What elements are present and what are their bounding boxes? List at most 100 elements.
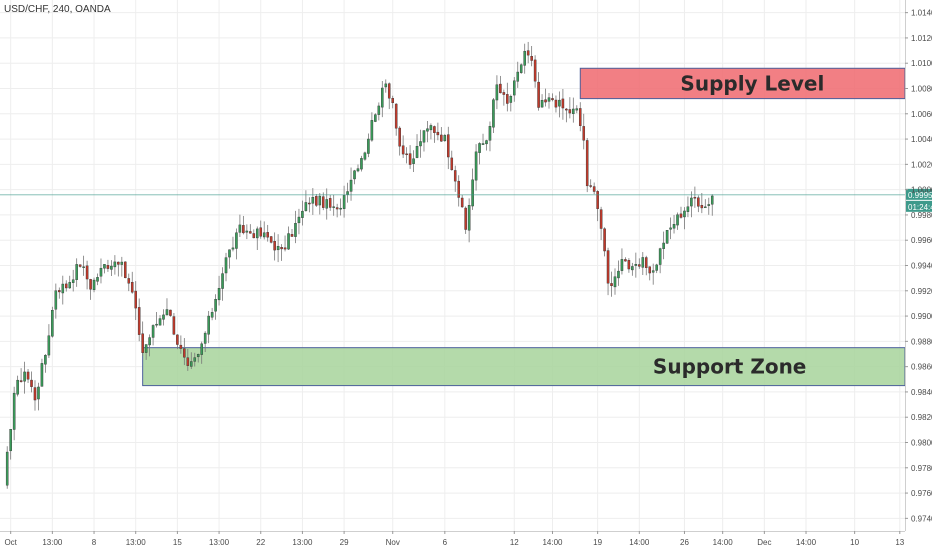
candle-body bbox=[196, 354, 200, 358]
y-tick-label: 0.99400 bbox=[911, 262, 932, 271]
candle-body bbox=[186, 357, 190, 366]
candle-body bbox=[54, 290, 58, 310]
candle-body bbox=[450, 157, 454, 171]
candle-body bbox=[200, 343, 203, 355]
candle-body bbox=[547, 97, 551, 102]
candle-body bbox=[124, 261, 127, 279]
candle-body bbox=[162, 314, 165, 320]
candle bbox=[467, 198, 471, 243]
candle bbox=[190, 352, 193, 370]
candle bbox=[603, 227, 606, 257]
candle-body bbox=[304, 202, 308, 211]
candle-body bbox=[585, 140, 589, 187]
candle-body bbox=[433, 126, 436, 133]
candle-body bbox=[183, 348, 186, 358]
candle-body bbox=[346, 191, 349, 195]
candle bbox=[704, 199, 707, 209]
candle bbox=[266, 224, 269, 242]
candle bbox=[144, 344, 148, 360]
y-tick-label: 0.98800 bbox=[911, 337, 932, 346]
candle-body bbox=[443, 135, 447, 142]
y-tick-label: 0.97800 bbox=[911, 464, 932, 473]
candle bbox=[554, 95, 558, 113]
candle-body bbox=[474, 151, 478, 181]
candle-body bbox=[467, 205, 471, 231]
candle bbox=[47, 324, 51, 358]
candle-body bbox=[255, 228, 259, 239]
candle-body bbox=[207, 315, 210, 335]
candle bbox=[217, 275, 221, 306]
candle-body bbox=[23, 371, 26, 382]
candle bbox=[426, 120, 429, 143]
candle-body bbox=[33, 387, 37, 401]
candle bbox=[311, 188, 315, 215]
candle bbox=[537, 72, 540, 111]
candle bbox=[415, 134, 419, 159]
x-tick-label: 15 bbox=[173, 538, 182, 547]
candle-body bbox=[290, 234, 294, 237]
x-tick-label: Nov bbox=[386, 538, 400, 547]
candle bbox=[235, 228, 238, 260]
candle-body bbox=[436, 131, 440, 136]
candle-body bbox=[641, 257, 645, 268]
candle bbox=[54, 283, 58, 319]
candle-body bbox=[297, 216, 301, 224]
candle bbox=[349, 167, 353, 201]
candle bbox=[280, 244, 283, 261]
candle bbox=[672, 214, 676, 234]
candle-body bbox=[572, 108, 575, 114]
candle-body bbox=[252, 233, 256, 239]
candle bbox=[155, 311, 158, 328]
candle bbox=[641, 252, 645, 276]
candle bbox=[148, 334, 151, 357]
candle-body bbox=[665, 230, 669, 244]
zone-layer: Supply Level Support Zone bbox=[142, 67, 906, 387]
candle bbox=[447, 126, 450, 170]
candle bbox=[360, 155, 363, 172]
candle-body bbox=[394, 103, 398, 129]
candle bbox=[294, 210, 297, 244]
candle bbox=[533, 55, 537, 88]
candle bbox=[16, 375, 19, 397]
zone-supply-label: Supply Level bbox=[680, 71, 824, 95]
candle-body bbox=[408, 153, 412, 165]
candle-body bbox=[690, 197, 693, 207]
candle-body bbox=[516, 71, 520, 82]
candle-body bbox=[92, 279, 96, 291]
y-tick-label: 1.01200 bbox=[911, 34, 932, 43]
candle-body bbox=[353, 170, 356, 180]
candle bbox=[495, 75, 499, 110]
candle-body bbox=[148, 337, 151, 346]
candle bbox=[162, 309, 165, 326]
candle-body bbox=[273, 241, 276, 251]
candle-body bbox=[568, 109, 572, 114]
candle-body bbox=[68, 282, 72, 289]
candle-body bbox=[651, 270, 655, 273]
candle bbox=[308, 197, 311, 213]
candle bbox=[387, 82, 391, 110]
candle bbox=[638, 258, 641, 269]
candle-body bbox=[387, 83, 391, 99]
candle bbox=[179, 335, 183, 354]
candle bbox=[78, 264, 82, 268]
candle-body bbox=[710, 195, 714, 205]
candle-body bbox=[610, 283, 613, 287]
candle bbox=[141, 321, 144, 357]
candle bbox=[252, 229, 256, 239]
candle bbox=[269, 235, 273, 244]
candle bbox=[19, 368, 23, 383]
candle-body bbox=[426, 128, 429, 132]
candle bbox=[9, 429, 12, 460]
y-tick-label: 0.97400 bbox=[911, 514, 932, 523]
candle bbox=[648, 266, 652, 281]
candle bbox=[710, 194, 714, 216]
candle-body bbox=[676, 214, 679, 226]
candle bbox=[231, 236, 235, 252]
candle bbox=[186, 348, 190, 371]
candle bbox=[342, 185, 346, 218]
x-tick-label: 13:00 bbox=[42, 538, 63, 547]
candle-body bbox=[127, 278, 131, 284]
zone-supply-rect bbox=[579, 67, 906, 100]
candle-body bbox=[374, 114, 377, 122]
